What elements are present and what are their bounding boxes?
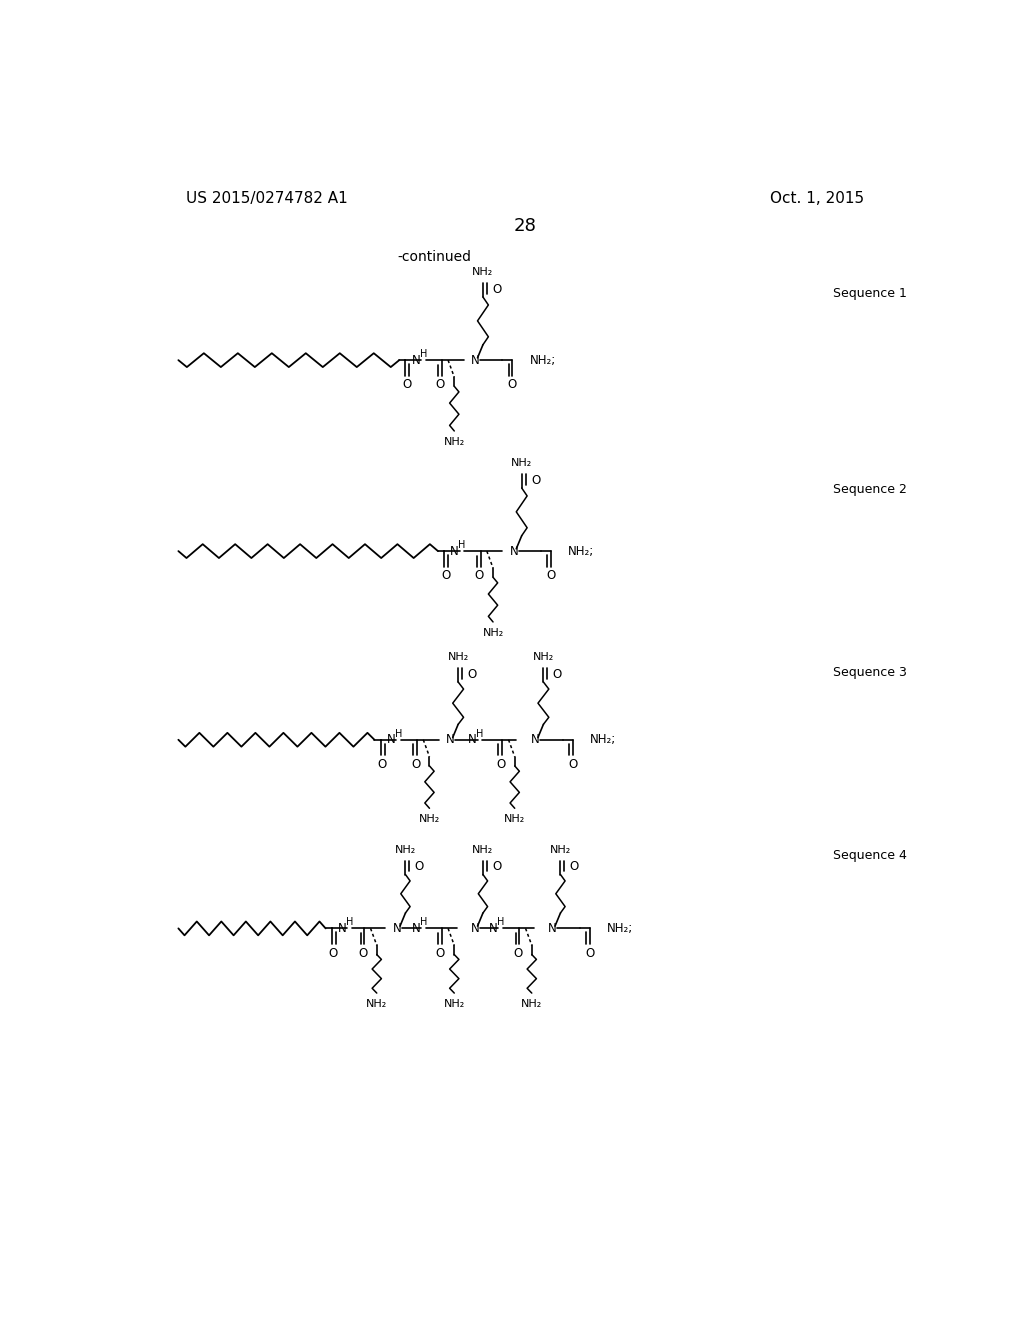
Text: N: N: [387, 733, 395, 746]
Text: NH₂: NH₂: [395, 845, 416, 855]
Text: N: N: [412, 921, 420, 935]
Text: Oct. 1, 2015: Oct. 1, 2015: [770, 191, 864, 206]
Text: O: O: [493, 282, 502, 296]
Text: O: O: [513, 946, 522, 960]
Text: O: O: [569, 861, 579, 874]
Text: O: O: [435, 946, 445, 960]
Text: O: O: [415, 861, 424, 874]
Text: O: O: [474, 569, 483, 582]
Text: H: H: [346, 917, 353, 927]
Text: H: H: [476, 729, 483, 739]
Text: O: O: [531, 474, 541, 487]
Text: H: H: [497, 917, 505, 927]
Text: N: N: [451, 545, 459, 557]
Text: N: N: [531, 733, 540, 746]
Text: N: N: [412, 354, 420, 367]
Text: NH₂: NH₂: [521, 999, 543, 1008]
Text: NH₂;: NH₂;: [529, 354, 556, 367]
Text: O: O: [441, 569, 451, 582]
Text: N: N: [471, 354, 479, 367]
Text: N: N: [393, 921, 402, 935]
Text: H: H: [420, 348, 427, 359]
Text: NH₂: NH₂: [472, 845, 494, 855]
Text: NH₂: NH₂: [504, 814, 525, 824]
Text: NH₂;: NH₂;: [568, 545, 595, 557]
Text: NH₂: NH₂: [443, 999, 465, 1008]
Text: H: H: [395, 729, 402, 739]
Text: NH₂: NH₂: [447, 652, 469, 663]
Text: O: O: [411, 758, 420, 771]
Text: N: N: [548, 921, 557, 935]
Text: N: N: [446, 733, 455, 746]
Text: O: O: [378, 758, 387, 771]
Text: O: O: [568, 758, 578, 771]
Text: O: O: [586, 946, 595, 960]
Text: N: N: [510, 545, 518, 557]
Text: O: O: [467, 668, 477, 681]
Text: N: N: [468, 733, 477, 746]
Text: NH₂: NH₂: [419, 814, 440, 824]
Text: US 2015/0274782 A1: US 2015/0274782 A1: [186, 191, 348, 206]
Text: N: N: [338, 921, 346, 935]
Text: O: O: [402, 379, 412, 391]
Text: H: H: [420, 917, 427, 927]
Text: O: O: [553, 668, 562, 681]
Text: N: N: [471, 921, 479, 935]
Text: 28: 28: [513, 218, 537, 235]
Text: O: O: [435, 379, 445, 391]
Text: N: N: [488, 921, 498, 935]
Text: Sequence 3: Sequence 3: [834, 667, 907, 680]
Text: O: O: [508, 379, 517, 391]
Text: O: O: [547, 569, 556, 582]
Text: Sequence 2: Sequence 2: [834, 483, 907, 496]
Text: NH₂: NH₂: [511, 458, 532, 469]
Text: O: O: [497, 758, 506, 771]
Text: O: O: [493, 861, 502, 874]
Text: O: O: [329, 946, 338, 960]
Text: NH₂: NH₂: [550, 845, 571, 855]
Text: NH₂: NH₂: [367, 999, 387, 1008]
Text: -continued: -continued: [397, 249, 471, 264]
Text: Sequence 4: Sequence 4: [834, 849, 907, 862]
Text: NH₂: NH₂: [443, 437, 465, 446]
Text: NH₂;: NH₂;: [590, 733, 616, 746]
Text: NH₂;: NH₂;: [607, 921, 633, 935]
Text: NH₂: NH₂: [532, 652, 554, 663]
Text: O: O: [358, 946, 368, 960]
Text: Sequence 1: Sequence 1: [834, 286, 907, 300]
Text: NH₂: NH₂: [472, 268, 494, 277]
Text: NH₂: NH₂: [482, 628, 504, 638]
Text: H: H: [459, 540, 466, 550]
